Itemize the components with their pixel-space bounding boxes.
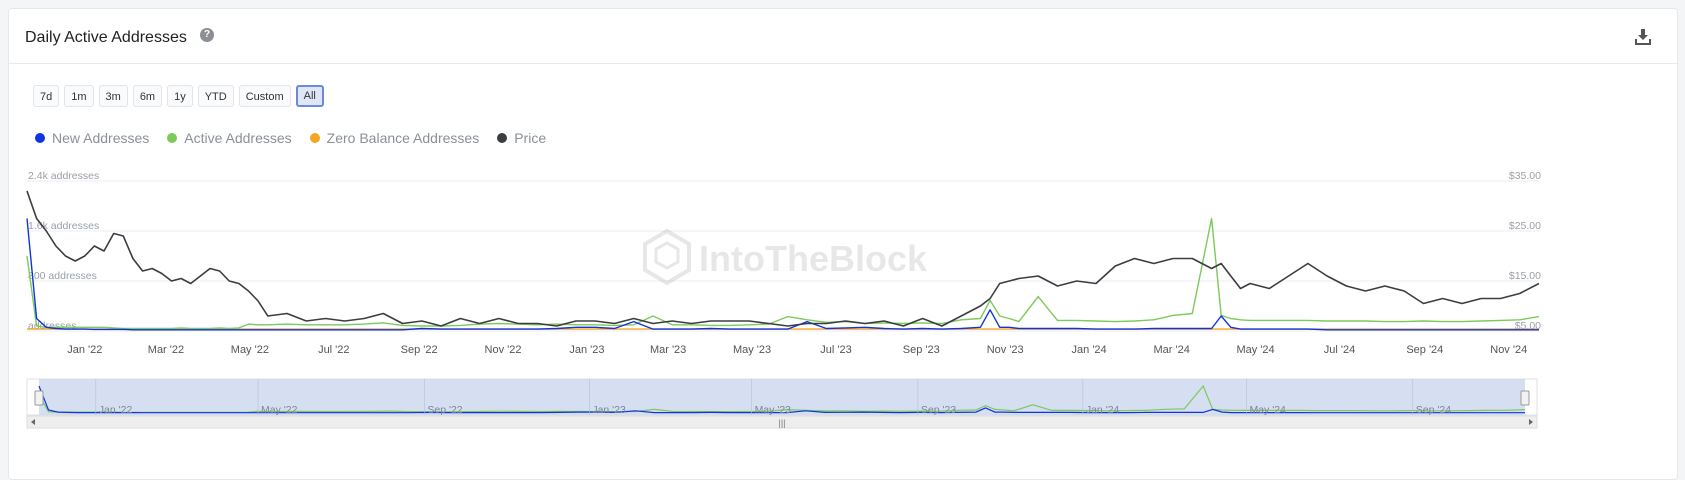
navigator-tick-label: Jan '22 bbox=[99, 404, 133, 416]
range-button-1m[interactable]: 1m bbox=[64, 85, 94, 107]
legend-dot bbox=[35, 133, 45, 143]
y-left-tick-label: addresses bbox=[28, 320, 76, 332]
watermark-text: IntoTheBlock bbox=[699, 238, 928, 279]
navigator-tick-label: May '24 bbox=[1249, 404, 1286, 416]
series-line-new-addresses bbox=[26, 218, 1539, 331]
x-tick-label: Jan '24 bbox=[1072, 344, 1107, 356]
x-tick-label: Jul '23 bbox=[820, 344, 851, 356]
x-tick-label: Sep '24 bbox=[1406, 344, 1443, 356]
legend-label: Zero Balance Addresses bbox=[326, 130, 480, 146]
range-selector: 7d 1m 3m 6m 1y YTD Custom All bbox=[33, 85, 324, 107]
scroll-left-arrow-icon[interactable] bbox=[31, 419, 35, 425]
range-button-6m[interactable]: 6m bbox=[132, 85, 163, 107]
y-right-tick-label: $25.00 bbox=[1509, 220, 1541, 232]
x-tick-label: Mar '22 bbox=[148, 344, 184, 356]
x-tick-label: Jan '22 bbox=[67, 344, 102, 356]
legend-dot bbox=[309, 133, 320, 143]
navigator-left-handle[interactable] bbox=[34, 390, 44, 406]
question-circle-icon[interactable]: ? bbox=[200, 28, 214, 42]
scrollbar-track[interactable] bbox=[26, 415, 1538, 429]
x-tick-label: May '22 bbox=[231, 344, 269, 356]
range-button-1y[interactable]: 1y bbox=[167, 85, 193, 107]
legend-dot bbox=[497, 133, 508, 143]
legend-item-active[interactable]: Active Addresses bbox=[167, 130, 292, 146]
series-line-active-addresses bbox=[26, 217, 1540, 330]
navigator-selection bbox=[39, 379, 1525, 415]
range-button-ytd[interactable]: YTD bbox=[197, 85, 234, 107]
legend-label: Active Addresses bbox=[184, 130, 292, 146]
watermark-hex-inner bbox=[654, 241, 680, 270]
download-icon[interactable] bbox=[1634, 27, 1652, 47]
range-button-7d[interactable]: 7d bbox=[33, 85, 60, 107]
legend-label: Price bbox=[514, 130, 547, 146]
x-tick-label: Sep '22 bbox=[401, 344, 438, 356]
y-left-tick-label: 1.6k addresses bbox=[28, 220, 99, 232]
legend-item-zero[interactable]: Zero Balance Addresses bbox=[309, 130, 480, 146]
navigator-tick-label: Sep '24 bbox=[1416, 404, 1451, 416]
range-button-custom[interactable]: Custom bbox=[238, 85, 291, 107]
legend-item-new[interactable]: New Addresses bbox=[35, 130, 149, 146]
navigator-tick-label: May '23 bbox=[755, 404, 792, 416]
chart-legend: New Addresses Active Addresses Zero Bala… bbox=[35, 130, 546, 146]
y-left-tick-label: 800 addresses bbox=[28, 270, 97, 282]
y-right-tick-label: $15.00 bbox=[1509, 270, 1541, 282]
x-tick-label: Nov '22 bbox=[485, 344, 522, 356]
x-tick-label: May '24 bbox=[1236, 344, 1274, 356]
x-tick-label: Sep '23 bbox=[903, 344, 940, 356]
scrollbar-grip-icon: ||| bbox=[778, 418, 785, 428]
x-tick-label: Jan '23 bbox=[569, 344, 604, 356]
legend-label: New Addresses bbox=[52, 130, 150, 146]
legend-dot bbox=[167, 133, 178, 143]
navigator-right-handle[interactable] bbox=[1520, 390, 1530, 406]
x-tick-label: Jul '22 bbox=[318, 344, 349, 356]
range-button-all[interactable]: All bbox=[295, 85, 324, 107]
legend-item-price[interactable]: Price bbox=[497, 130, 546, 146]
x-tick-label: Mar '23 bbox=[650, 344, 686, 356]
navigator-line bbox=[38, 385, 1525, 414]
chart-card: Daily Active Addresses ? 7d 1m 3m 6m 1y YTD Cu… bbox=[8, 8, 1678, 480]
range-button-3m[interactable]: 3m bbox=[98, 85, 128, 107]
navigator-tick-label: Sep '22 bbox=[427, 404, 462, 416]
watermark-logo bbox=[643, 228, 691, 286]
x-tick-label: May '23 bbox=[733, 344, 771, 356]
navigator-tick-label: May '22 bbox=[261, 404, 298, 416]
line-chart[interactable]: IntoTheBlock addresses 800 addresses 1.6k a… bbox=[9, 9, 1677, 471]
x-tick-label: Nov '24 bbox=[1490, 344, 1527, 356]
scroll-right-arrow-icon[interactable] bbox=[1529, 419, 1533, 425]
navigator-tick-label: Sep '23 bbox=[921, 404, 956, 416]
y-right-tick-label: $35.00 bbox=[1509, 170, 1541, 182]
watermark-hex bbox=[643, 228, 691, 286]
series-line-price bbox=[26, 190, 1540, 327]
x-tick-label: Mar '24 bbox=[1153, 344, 1189, 356]
y-left-tick-label: 2.4k addresses bbox=[28, 170, 99, 182]
x-tick-label: Jul '24 bbox=[1324, 344, 1355, 356]
card-header: Daily Active Addresses ? bbox=[9, 9, 1677, 64]
navigator-tick-label: Jan '24 bbox=[1086, 404, 1120, 416]
navigator-tick-label: Jan '23 bbox=[592, 404, 626, 416]
x-tick-label: Nov '23 bbox=[987, 344, 1024, 356]
chart-title: Daily Active Addresses bbox=[25, 29, 187, 46]
